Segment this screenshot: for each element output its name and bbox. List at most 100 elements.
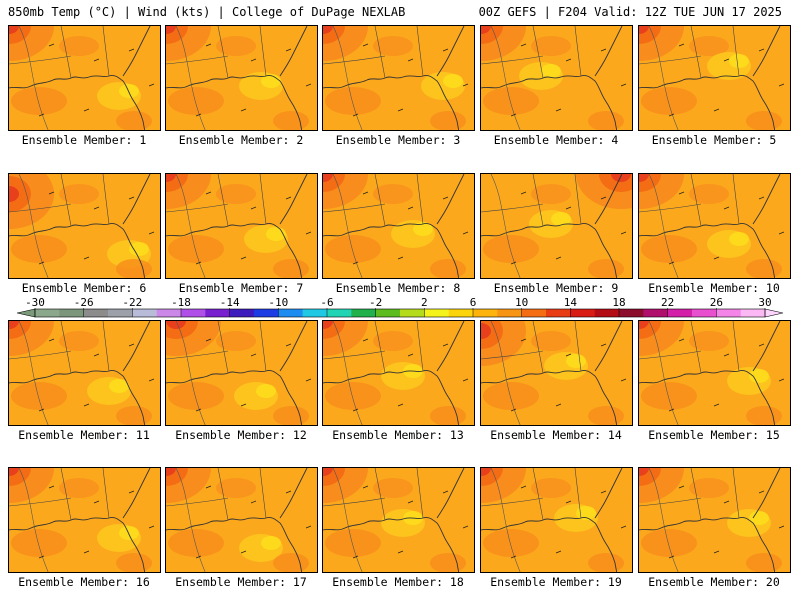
map-image [166, 26, 317, 130]
ensemble-member-label: Ensemble Member: 16 [18, 575, 150, 589]
colorbar-swatch [83, 309, 109, 317]
colorbar-swatch [254, 309, 279, 317]
map-image [9, 468, 160, 572]
colorbar-swatch [132, 309, 157, 317]
colorbar-swatch [594, 309, 620, 317]
colorbar-swatch [692, 309, 717, 317]
map-image [481, 26, 632, 130]
ensemble-member-label: Ensemble Member: 1 [21, 133, 147, 147]
map-image [9, 321, 160, 425]
colorbar-swatch [181, 309, 206, 317]
ensemble-member-label: Ensemble Member: 4 [493, 133, 619, 147]
map-image [166, 321, 317, 425]
ensemble-member-label: Ensemble Member: 6 [21, 281, 147, 295]
colorbar-tick-label: 6 [470, 296, 477, 309]
colorbar-swatch [546, 309, 571, 317]
colorbar-left-arrow [16, 308, 36, 318]
ensemble-map-3 [322, 25, 475, 131]
map-image [323, 321, 474, 425]
map-image [9, 26, 160, 130]
colorbar-tick-label: -10 [268, 296, 288, 309]
colorbar-tick-label: -18 [171, 296, 191, 309]
ensemble-map-8 [322, 173, 475, 279]
colorbar-swatch [35, 309, 60, 317]
ensemble-map-11 [8, 320, 161, 426]
ensemble-member-label: Ensemble Member: 19 [490, 575, 622, 589]
colorbar-swatch [375, 309, 401, 317]
colorbar-swatch [473, 309, 498, 317]
ensemble-member-label: Ensemble Member: 12 [175, 428, 307, 442]
ensemble-map-7 [165, 173, 318, 279]
colorbar-tick-label: 2 [421, 296, 428, 309]
ensemble-member-label: Ensemble Member: 20 [648, 575, 780, 589]
map-image [166, 174, 317, 278]
ensemble-map-6 [8, 173, 161, 279]
ensemble-member-label: Ensemble Member: 14 [490, 428, 622, 442]
map-image [639, 468, 790, 572]
ensemble-map-20 [638, 467, 791, 573]
colorbar-tick-label: -30 [25, 296, 45, 309]
map-image [166, 468, 317, 572]
colorbar-swatch [716, 309, 741, 317]
colorbar-swatch [424, 309, 449, 317]
map-image [639, 321, 790, 425]
ensemble-map-16 [8, 467, 161, 573]
header-title: 850mb Temp (°C) | Wind (kts) | College o… [8, 5, 406, 19]
colorbar-swatch [497, 309, 522, 317]
map-image [481, 321, 632, 425]
colorbar-swatch [667, 309, 693, 317]
ensemble-map-18 [322, 467, 475, 573]
map-image [639, 26, 790, 130]
colorbar-swatch [108, 309, 133, 317]
ensemble-map-17 [165, 467, 318, 573]
ensemble-map-1 [8, 25, 161, 131]
colorbar-swatch [351, 309, 376, 317]
ensemble-member-label: Ensemble Member: 5 [651, 133, 777, 147]
ensemble-map-2 [165, 25, 318, 131]
map-image [639, 174, 790, 278]
colorbar-swatch [229, 309, 255, 317]
colorbar-tick-label: 22 [661, 296, 674, 309]
ensemble-map-12 [165, 320, 318, 426]
ensemble-member-label: Ensemble Member: 11 [18, 428, 150, 442]
colorbar-tick-label: 18 [612, 296, 625, 309]
colorbar-tick-label: 30 [758, 296, 771, 309]
ensemble-member-label: Ensemble Member: 15 [648, 428, 780, 442]
colorbar-swatch [278, 309, 303, 317]
header-run-info: 00Z GEFS | F204 Valid: 12Z TUE JUN 17 20… [478, 5, 782, 19]
ensemble-member-label: Ensemble Member: 18 [332, 575, 464, 589]
ensemble-member-label: Ensemble Member: 13 [332, 428, 464, 442]
colorbar-swatch [327, 309, 352, 317]
colorbar-right-arrow [764, 308, 784, 318]
ensemble-member-label: Ensemble Member: 2 [178, 133, 304, 147]
colorbar-tick-label: 26 [710, 296, 723, 309]
map-image [481, 468, 632, 572]
ensemble-member-label: Ensemble Member: 7 [178, 281, 304, 295]
ensemble-member-label: Ensemble Member: 17 [175, 575, 307, 589]
colorbar-swatch [643, 309, 668, 317]
colorbar-swatch [400, 309, 425, 317]
map-image [323, 468, 474, 572]
temperature-colorbar: -30-26-22-18-14-10-6-2261014182226303438… [16, 296, 784, 318]
ensemble-map-13 [322, 320, 475, 426]
map-image [323, 174, 474, 278]
map-image [9, 174, 160, 278]
ensemble-map-15 [638, 320, 791, 426]
colorbar-tick-label: -22 [122, 296, 142, 309]
ensemble-map-5 [638, 25, 791, 131]
ensemble-member-label: Ensemble Member: 9 [493, 281, 619, 295]
ensemble-member-label: Ensemble Member: 3 [335, 133, 461, 147]
ensemble-map-9 [480, 173, 633, 279]
ensemble-map-4 [480, 25, 633, 131]
map-image [481, 174, 632, 278]
colorbar-tick-label: -26 [74, 296, 94, 309]
colorbar-swatch [521, 309, 547, 317]
colorbar-swatch [302, 309, 328, 317]
colorbar-swatch [448, 309, 474, 317]
ensemble-member-label: Ensemble Member: 10 [648, 281, 780, 295]
map-image [323, 26, 474, 130]
colorbar-swatch [619, 309, 644, 317]
colorbar-tick-label: 10 [515, 296, 528, 309]
ensemble-member-label: Ensemble Member: 8 [335, 281, 461, 295]
colorbar-tick-label: -2 [369, 296, 382, 309]
